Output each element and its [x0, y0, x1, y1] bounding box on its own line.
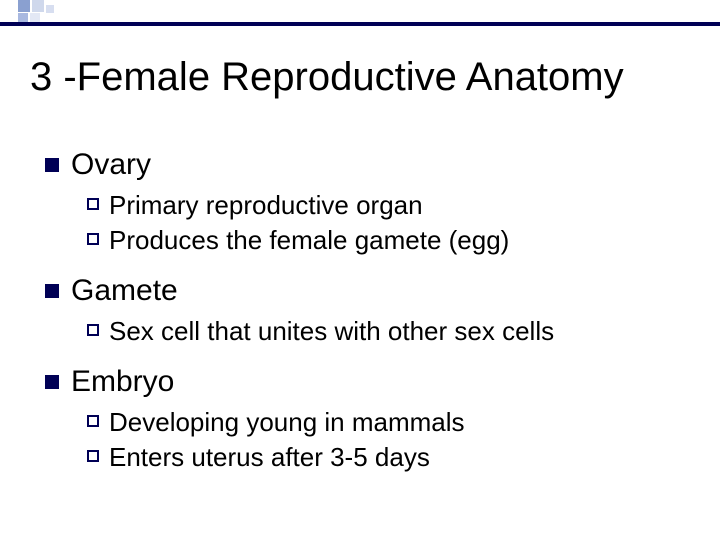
slide-body: Ovary Primary reproductive organ Produce… — [45, 148, 685, 477]
sub-list-item-label: Primary reproductive organ — [109, 190, 423, 221]
slide-title: 3 -Female Reproductive Anatomy — [30, 55, 624, 100]
square-bullet-icon — [45, 284, 59, 298]
hollow-square-bullet-icon — [87, 198, 99, 210]
accent-bar — [0, 22, 720, 26]
list-item: Ovary — [45, 148, 685, 182]
sub-list-item-label: Developing young in mammals — [109, 407, 465, 438]
square-bullet-icon — [45, 158, 59, 172]
sub-list-item: Primary reproductive organ — [87, 190, 685, 221]
accent-square-icon — [46, 5, 54, 13]
square-bullet-icon — [45, 375, 59, 389]
list-item-label: Gamete — [71, 274, 178, 308]
sub-list-item: Developing young in mammals — [87, 407, 685, 438]
hollow-square-bullet-icon — [87, 450, 99, 462]
list-item: Gamete — [45, 274, 685, 308]
accent-square-icon — [32, 0, 44, 12]
list-item-label: Embryo — [71, 365, 174, 399]
sub-list-item: Enters uterus after 3-5 days — [87, 442, 685, 473]
slide: 3 -Female Reproductive Anatomy Ovary Pri… — [0, 0, 720, 540]
list-item-label: Ovary — [71, 148, 151, 182]
hollow-square-bullet-icon — [87, 324, 99, 336]
list-item: Embryo — [45, 365, 685, 399]
sub-list-item: Produces the female gamete (egg) — [87, 225, 685, 256]
accent-square-icon — [18, 0, 30, 12]
sub-list-item-label: Produces the female gamete (egg) — [109, 225, 509, 256]
sub-list-item: Sex cell that unites with other sex cell… — [87, 316, 685, 347]
top-accent — [0, 0, 720, 26]
hollow-square-bullet-icon — [87, 233, 99, 245]
sub-list-item-label: Enters uterus after 3-5 days — [109, 442, 430, 473]
hollow-square-bullet-icon — [87, 415, 99, 427]
sub-list-item-label: Sex cell that unites with other sex cell… — [109, 316, 554, 347]
